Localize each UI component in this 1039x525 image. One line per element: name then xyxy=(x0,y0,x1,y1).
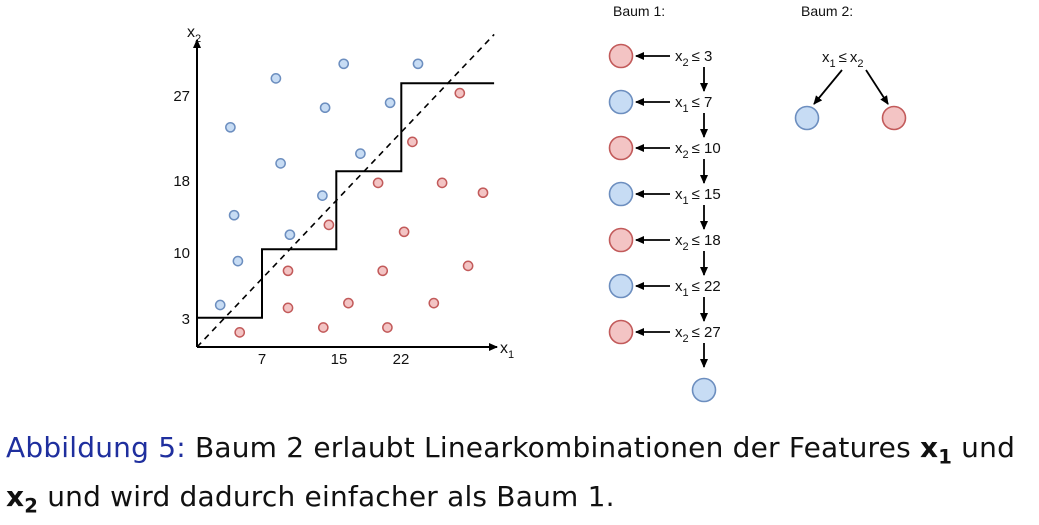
tree-2-root-condition: x1 ≤ x2 xyxy=(822,49,863,70)
caption-text: und wird dadurch einfacher als Baum 1. xyxy=(38,479,615,513)
data-point-blue xyxy=(412,58,424,70)
data-point-blue xyxy=(384,97,396,109)
x-axis-label: x1 xyxy=(500,340,514,361)
figure-caption: Abbildung 5: Baum 2 erlaubt Linearkombin… xyxy=(6,428,1036,525)
caption-feature-1: x1 xyxy=(919,431,953,469)
x-tick-label: 7 xyxy=(258,351,266,368)
tree-1-leaf-red xyxy=(608,135,634,161)
data-point-red xyxy=(234,327,246,338)
data-point-red xyxy=(372,177,384,189)
y-tick-label: 27 xyxy=(173,88,190,105)
data-point-blue xyxy=(338,58,350,70)
tree-1-nodes: x2 ≤ 3 x1 ≤ 7 x2 ≤ 10 x1 ≤ 15 x2 ≤ 18 x1 ≤ 22 x2 ≤ 27 xyxy=(608,43,721,403)
caption-feature-2: x2 xyxy=(6,479,39,518)
tree-2-left-edge xyxy=(813,69,843,105)
data-point-red xyxy=(477,187,489,199)
decision-boundary-steps xyxy=(197,82,495,319)
figure-canvas: x2 x1 7 15 22 3 10 18 27 Baum 1: x2 ≤ 3 x1… xyxy=(173,3,907,403)
tree-1-final-leaf-blue xyxy=(691,377,717,403)
data-point-blue xyxy=(284,229,296,241)
y-tick-label: 10 xyxy=(173,245,190,262)
tree-2: Baum 2: x1 ≤ x2 xyxy=(794,3,907,131)
tree-1-node-condition: x2 ≤ 18 xyxy=(675,232,721,253)
scatter-plot: x2 x1 7 15 22 3 10 18 27 xyxy=(173,24,514,368)
tree-1-leaf-red xyxy=(608,227,634,253)
tree-1-node-condition: x2 ≤ 27 xyxy=(675,324,721,345)
data-point-blue xyxy=(225,121,236,133)
tree-1-leaf-blue xyxy=(608,273,634,299)
diagonal-boundary xyxy=(196,33,495,348)
tree-1-leaf-red xyxy=(608,319,634,345)
y-tick-label: 18 xyxy=(173,173,190,190)
tree-1-leaf-blue xyxy=(608,181,634,207)
data-point-red xyxy=(377,265,389,277)
tree-2-leaf-blue xyxy=(794,105,820,131)
tree-1-node-condition: x2 ≤ 3 xyxy=(675,48,712,69)
data-point-blue xyxy=(275,158,286,169)
data-point-blue xyxy=(214,299,226,311)
data-point-red xyxy=(436,177,448,189)
caption-text: und xyxy=(952,431,1016,464)
x-tick-label: 22 xyxy=(393,351,410,368)
data-points xyxy=(214,58,489,338)
data-point-blue xyxy=(319,102,331,114)
data-point-red xyxy=(428,297,440,309)
tree-1-node-condition: x1 ≤ 22 xyxy=(675,278,721,299)
data-point-blue xyxy=(228,209,240,221)
tree-2-right-edge xyxy=(865,69,889,105)
tree-1: Baum 1: x2 ≤ 3 x1 ≤ 7 x2 ≤ 10 x1 ≤ 15 x2 ≤ 18 x1 ≤ … xyxy=(608,3,721,403)
tree-1-title: Baum 1: xyxy=(613,3,665,19)
y-tick-label: 3 xyxy=(182,311,190,328)
data-point-blue xyxy=(355,148,366,159)
tree-2-title: Baum 2: xyxy=(801,3,853,19)
data-point-red xyxy=(462,260,474,272)
data-point-blue xyxy=(317,190,328,201)
caption-label: Abbildung 5: xyxy=(6,431,186,464)
caption-text: Baum 2 erlaubt Linearkombinationen der F… xyxy=(185,431,920,464)
tree-1-node-condition: x2 ≤ 10 xyxy=(675,140,721,161)
data-point-blue xyxy=(232,255,244,267)
tree-1-leaf-red xyxy=(608,43,634,69)
tree-2-leaf-red xyxy=(881,105,907,131)
y-axis-label: x2 xyxy=(187,24,201,45)
tree-1-leaf-blue xyxy=(608,89,634,115)
data-point-red xyxy=(454,87,466,99)
data-point-red xyxy=(407,136,418,148)
data-point-red xyxy=(323,219,335,231)
data-point-blue xyxy=(270,73,282,84)
data-point-red xyxy=(343,297,354,309)
x-tick-label: 15 xyxy=(331,351,348,368)
data-point-red xyxy=(282,302,294,314)
data-point-red xyxy=(382,322,393,333)
tree-1-node-condition: x1 ≤ 7 xyxy=(675,94,712,115)
tree-1-node-condition: x1 ≤ 15 xyxy=(675,186,721,207)
data-point-red xyxy=(282,265,294,277)
data-point-red xyxy=(398,226,410,238)
data-point-red xyxy=(317,322,329,333)
